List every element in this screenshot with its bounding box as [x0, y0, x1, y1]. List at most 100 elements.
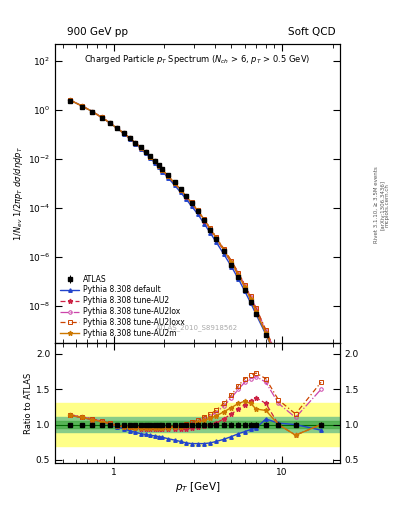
Line: Pythia 8.308 tune-AU2lox: Pythia 8.308 tune-AU2lox — [68, 98, 323, 446]
Pythia 8.308 default — [90, 109, 95, 115]
Pythia 8.308 tune-AU2loxx — [236, 270, 241, 276]
Pythia 8.308 tune-AU2m — [208, 226, 213, 232]
Y-axis label: Ratio to ATLAS: Ratio to ATLAS — [24, 373, 33, 434]
Pythia 8.308 tune-AU2loxx — [127, 135, 132, 141]
Pythia 8.308 tune-AU2loxx — [189, 199, 194, 205]
Pythia 8.308 tune-AU2m — [152, 158, 157, 164]
Pythia 8.308 tune-AU2 — [229, 260, 234, 266]
Bar — [55, 421, 340, 428]
Pythia 8.308 tune-AU2lox — [184, 193, 189, 199]
Line: Pythia 8.308 tune-AU2m: Pythia 8.308 tune-AU2m — [67, 98, 323, 452]
Y-axis label: $1/N_{ev}$ $1/2\pi p_T$ $d\sigma/d\eta dp_T$: $1/N_{ev}$ $1/2\pi p_T$ $d\sigma/d\eta d… — [12, 146, 25, 241]
Pythia 8.308 tune-AU2lox — [160, 167, 165, 173]
Pythia 8.308 tune-AU2m — [248, 296, 253, 303]
Pythia 8.308 tune-AU2 — [214, 236, 219, 242]
Pythia 8.308 tune-AU2lox — [293, 394, 298, 400]
Pythia 8.308 tune-AU2 — [202, 218, 207, 224]
Pythia 8.308 tune-AU2loxx — [67, 97, 72, 103]
Pythia 8.308 tune-AU2m — [242, 284, 247, 290]
Pythia 8.308 tune-AU2loxx — [115, 125, 119, 131]
Bar — [55, 417, 340, 432]
Pythia 8.308 default — [67, 97, 72, 103]
Pythia 8.308 default — [138, 145, 143, 152]
Pythia 8.308 tune-AU2lox — [236, 270, 241, 276]
Pythia 8.308 tune-AU2loxx — [263, 327, 268, 333]
Pythia 8.308 tune-AU2loxx — [121, 130, 126, 136]
Pythia 8.308 default — [99, 114, 104, 120]
Pythia 8.308 default — [202, 221, 207, 227]
Pythia 8.308 default — [133, 141, 138, 147]
Pythia 8.308 tune-AU2lox — [202, 217, 207, 223]
Text: [arXiv:1306.3436]: [arXiv:1306.3436] — [380, 180, 384, 230]
Pythia 8.308 tune-AU2loxx — [221, 246, 226, 252]
Pythia 8.308 default — [178, 189, 183, 196]
Pythia 8.308 tune-AU2lox — [80, 103, 84, 109]
Pythia 8.308 tune-AU2 — [148, 154, 152, 160]
Pythia 8.308 default — [127, 136, 132, 142]
Pythia 8.308 tune-AU2m — [148, 154, 152, 160]
Pythia 8.308 tune-AU2loxx — [156, 162, 161, 168]
Legend: ATLAS, Pythia 8.308 default, Pythia 8.308 tune-AU2, Pythia 8.308 tune-AU2lox, Py: ATLAS, Pythia 8.308 default, Pythia 8.30… — [59, 273, 186, 339]
Pythia 8.308 default — [263, 331, 268, 337]
Pythia 8.308 tune-AU2m — [121, 130, 126, 136]
Pythia 8.308 tune-AU2 — [263, 329, 268, 335]
Pythia 8.308 tune-AU2lox — [229, 258, 234, 264]
Pythia 8.308 default — [148, 155, 152, 161]
Pythia 8.308 tune-AU2loxx — [172, 180, 177, 186]
Pythia 8.308 tune-AU2m — [156, 162, 161, 168]
Pythia 8.308 tune-AU2lox — [276, 356, 281, 362]
Pythia 8.308 tune-AU2loxx — [107, 120, 112, 126]
Pythia 8.308 tune-AU2lox — [254, 305, 259, 311]
Bar — [55, 403, 340, 446]
Pythia 8.308 tune-AU2lox — [107, 120, 112, 126]
Pythia 8.308 default — [242, 288, 247, 294]
Pythia 8.308 default — [160, 168, 165, 175]
Pythia 8.308 default — [107, 120, 112, 126]
Pythia 8.308 tune-AU2 — [67, 97, 72, 103]
Pythia 8.308 tune-AU2 — [127, 135, 132, 141]
Pythia 8.308 tune-AU2 — [133, 140, 138, 146]
Pythia 8.308 default — [276, 359, 281, 365]
X-axis label: $p_T$ [GeV]: $p_T$ [GeV] — [175, 480, 220, 494]
Pythia 8.308 tune-AU2lox — [152, 158, 157, 164]
Pythia 8.308 tune-AU2loxx — [80, 103, 84, 109]
Pythia 8.308 tune-AU2lox — [178, 186, 183, 193]
Pythia 8.308 default — [184, 196, 189, 202]
Pythia 8.308 default — [165, 175, 170, 181]
Pythia 8.308 tune-AU2m — [90, 109, 95, 115]
Pythia 8.308 tune-AU2m — [165, 173, 170, 179]
Pythia 8.308 tune-AU2lox — [148, 154, 152, 160]
Pythia 8.308 tune-AU2m — [276, 359, 281, 365]
Pythia 8.308 tune-AU2lox — [156, 162, 161, 168]
Pythia 8.308 tune-AU2 — [276, 359, 281, 365]
Pythia 8.308 tune-AU2 — [189, 200, 194, 206]
Pythia 8.308 tune-AU2loxx — [319, 441, 323, 447]
Pythia 8.308 tune-AU2loxx — [143, 149, 148, 155]
Pythia 8.308 tune-AU2lox — [115, 125, 119, 131]
Pythia 8.308 tune-AU2 — [195, 208, 200, 214]
Pythia 8.308 tune-AU2lox — [99, 114, 104, 120]
Pythia 8.308 tune-AU2 — [80, 103, 84, 109]
Pythia 8.308 tune-AU2m — [160, 167, 165, 173]
Pythia 8.308 tune-AU2loxx — [138, 144, 143, 151]
Pythia 8.308 default — [172, 182, 177, 188]
Pythia 8.308 tune-AU2lox — [143, 149, 148, 155]
Pythia 8.308 tune-AU2loxx — [195, 207, 200, 213]
Pythia 8.308 default — [319, 447, 323, 453]
Pythia 8.308 default — [156, 164, 161, 170]
Pythia 8.308 tune-AU2m — [143, 149, 148, 155]
Pythia 8.308 tune-AU2 — [90, 109, 95, 115]
Pythia 8.308 tune-AU2loxx — [90, 109, 95, 115]
Line: Pythia 8.308 tune-AU2loxx: Pythia 8.308 tune-AU2loxx — [68, 98, 323, 445]
Pythia 8.308 tune-AU2loxx — [208, 225, 213, 231]
Pythia 8.308 default — [152, 159, 157, 165]
Pythia 8.308 tune-AU2m — [202, 217, 207, 223]
Pythia 8.308 default — [254, 311, 259, 317]
Pythia 8.308 tune-AU2 — [236, 272, 241, 279]
Pythia 8.308 tune-AU2m — [80, 103, 84, 109]
Pythia 8.308 tune-AU2m — [189, 200, 194, 206]
Pythia 8.308 tune-AU2m — [184, 194, 189, 200]
Pythia 8.308 tune-AU2 — [242, 284, 247, 290]
Pythia 8.308 tune-AU2 — [160, 167, 165, 173]
Pythia 8.308 tune-AU2m — [195, 207, 200, 214]
